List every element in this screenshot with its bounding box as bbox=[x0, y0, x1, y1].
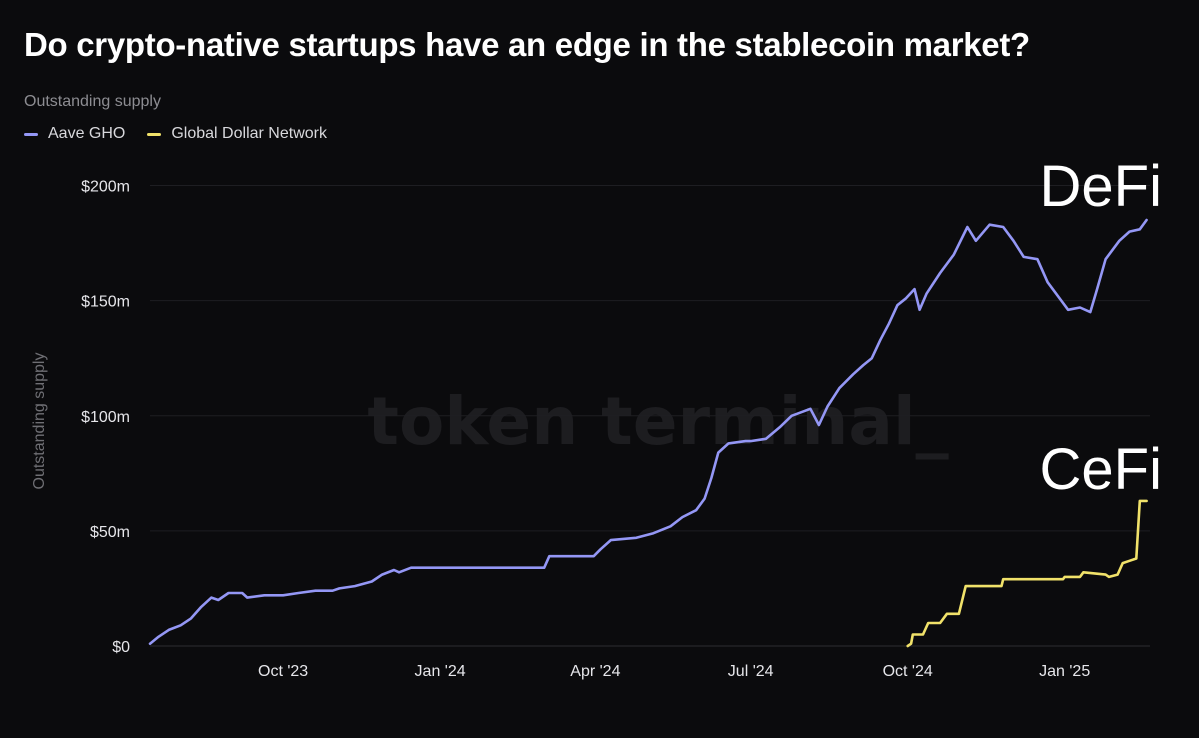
watermark: token terminal_ bbox=[367, 383, 948, 460]
y-tick-label: $0 bbox=[112, 639, 130, 656]
series-line-aave-gho bbox=[148, 218, 1148, 645]
legend-item-global-dollar-network[interactable]: Global Dollar Network bbox=[147, 125, 327, 143]
grid bbox=[150, 185, 1150, 647]
annotation-cefi: CeFi bbox=[1040, 437, 1162, 502]
chart-subtitle: Outstanding supply bbox=[24, 93, 161, 110]
legend: Aave GHO Global Dollar Network bbox=[24, 125, 327, 143]
series-lines bbox=[148, 218, 1148, 648]
x-tick-label: Jan '25 bbox=[1039, 663, 1090, 680]
y-tick-label: $150m bbox=[81, 294, 130, 311]
chart-title: Do crypto-native startups have an edge i… bbox=[24, 26, 1030, 63]
legend-swatch-global-dollar-network bbox=[147, 132, 162, 136]
x-tick-label: Jul '24 bbox=[728, 663, 774, 680]
legend-item-aave-gho[interactable]: Aave GHO bbox=[24, 125, 125, 143]
y-axis: $0 $50m $100m $150m $200m bbox=[81, 179, 130, 656]
y-tick-label: $50m bbox=[90, 524, 130, 541]
x-tick-label: Jan '24 bbox=[415, 663, 466, 680]
series-line-global-dollar-network bbox=[906, 499, 1148, 648]
x-axis: Oct '23 Jan '24 Apr '24 Jul '24 Oct '24 Jan '… bbox=[258, 663, 1090, 680]
legend-label-aave-gho: Aave GHO bbox=[48, 125, 126, 142]
y-axis-label: Outstanding supply bbox=[31, 353, 48, 490]
y-tick-label: $200m bbox=[81, 179, 130, 196]
legend-label-global-dollar-network: Global Dollar Network bbox=[171, 125, 327, 142]
annotation-defi: DeFi bbox=[1040, 154, 1162, 219]
y-tick-label: $100m bbox=[81, 409, 130, 426]
legend-swatch-aave-gho bbox=[24, 132, 38, 136]
x-tick-label: Oct '24 bbox=[883, 663, 933, 680]
x-tick-label: Oct '23 bbox=[258, 663, 308, 680]
x-tick-label: Apr '24 bbox=[570, 663, 620, 680]
